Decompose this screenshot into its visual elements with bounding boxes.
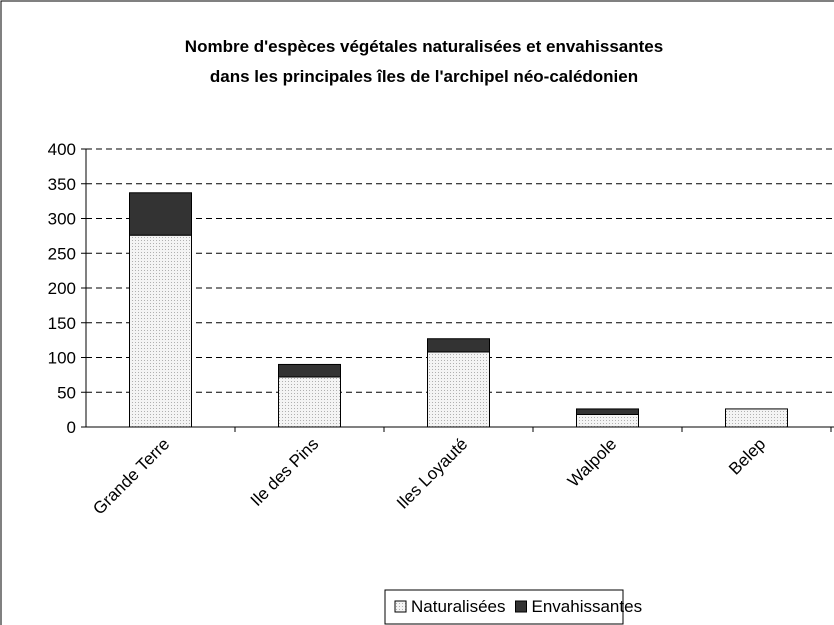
bar-segment <box>576 408 639 415</box>
bar-segment <box>427 351 490 428</box>
y-tick-label: 350 <box>48 175 76 194</box>
y-tick-label: 300 <box>48 210 76 229</box>
y-tick-label: 250 <box>48 244 76 263</box>
bar-segment <box>278 363 341 378</box>
legend-label: Naturalisées <box>411 597 506 616</box>
chart-title: Nombre d'espèces végétales naturalisées … <box>185 37 663 56</box>
legend-box <box>384 589 624 625</box>
bar-segment <box>427 338 490 353</box>
y-tick-label: 50 <box>57 383 76 402</box>
y-tick-label: 0 <box>67 418 76 437</box>
bar-segment <box>129 192 192 236</box>
legend-label: Envahissantes <box>532 597 643 616</box>
chart-title: dans les principales îles de l'archipel … <box>210 67 638 86</box>
bar-segment <box>576 413 639 428</box>
bar-segment <box>725 408 788 428</box>
y-tick-label: 100 <box>48 349 76 368</box>
bar-segment <box>129 234 192 428</box>
legend-swatch <box>394 600 407 613</box>
y-tick-label: 200 <box>48 279 76 298</box>
y-tick-label: 150 <box>48 314 76 333</box>
y-tick-label: 400 <box>48 140 76 159</box>
legend-swatch <box>515 600 527 613</box>
bar-segment <box>278 376 341 428</box>
